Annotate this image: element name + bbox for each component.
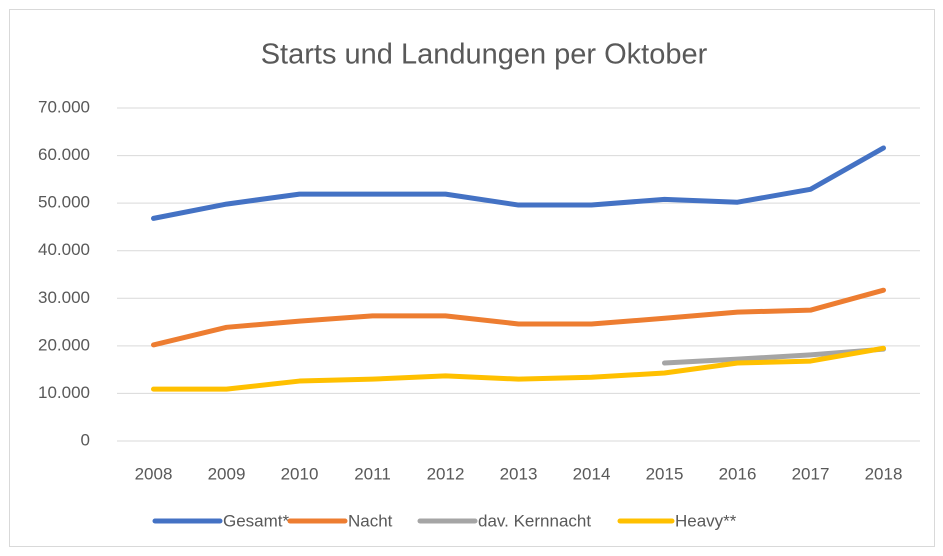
y-tick-label: 40.000 bbox=[38, 240, 90, 259]
x-tick-label: 2016 bbox=[719, 464, 757, 483]
x-tick-label: 2017 bbox=[792, 464, 830, 483]
chart-title: Starts und Landungen per Oktober bbox=[261, 39, 708, 71]
x-tick-label: 2014 bbox=[573, 464, 611, 483]
y-tick-label: 60.000 bbox=[38, 145, 90, 164]
x-tick-label: 2013 bbox=[500, 464, 538, 483]
x-tick-label: 2015 bbox=[646, 464, 684, 483]
legend-label: Nacht bbox=[348, 511, 393, 530]
legend-label: Heavy** bbox=[675, 511, 737, 530]
y-tick-label: 10.000 bbox=[38, 383, 90, 402]
legend-label: Gesamt* bbox=[223, 511, 290, 530]
x-tick-label: 2008 bbox=[135, 464, 173, 483]
x-tick-label: 2010 bbox=[281, 464, 319, 483]
series-line bbox=[151, 345, 886, 392]
y-tick-label: 0 bbox=[81, 430, 90, 449]
y-tick-label: 30.000 bbox=[38, 288, 90, 307]
series-line bbox=[151, 145, 886, 221]
x-tick-label: 2009 bbox=[208, 464, 246, 483]
series-line bbox=[662, 346, 886, 366]
x-tick-label: 2011 bbox=[354, 464, 391, 483]
y-tick-label: 50.000 bbox=[38, 193, 90, 212]
legend-label: dav. Kernnacht bbox=[478, 511, 591, 530]
x-tick-label: 2012 bbox=[427, 464, 465, 483]
series-line bbox=[151, 287, 886, 348]
x-tick-label: 2018 bbox=[865, 464, 903, 483]
y-tick-label: 70.000 bbox=[38, 97, 90, 116]
chart-frame bbox=[9, 9, 935, 547]
y-tick-label: 20.000 bbox=[38, 335, 90, 354]
